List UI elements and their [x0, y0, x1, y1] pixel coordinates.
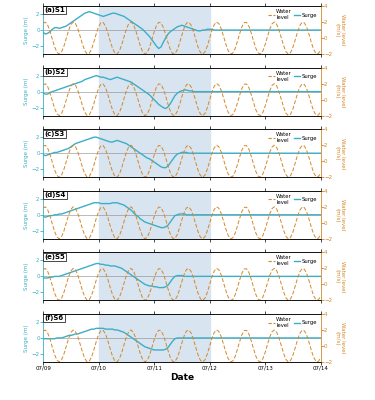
Legend: Water
level, Surge: Water level, Surge	[268, 70, 318, 82]
Text: (c)S3: (c)S3	[45, 130, 65, 137]
Legend: Water
level, Surge: Water level, Surge	[268, 132, 318, 144]
Text: (f)S6: (f)S6	[45, 315, 64, 321]
Bar	[99, 191, 210, 239]
Legend: Water
level, Surge: Water level, Surge	[268, 316, 318, 328]
Y-axis label: Water level
(m/s): Water level (m/s)	[334, 138, 345, 169]
Legend: Water
level, Surge: Water level, Surge	[268, 255, 318, 267]
Y-axis label: Water level
(m/s): Water level (m/s)	[334, 199, 345, 230]
Y-axis label: Surge (m): Surge (m)	[24, 140, 30, 167]
Y-axis label: Surge (m): Surge (m)	[24, 16, 30, 44]
Y-axis label: Water level
(m/s): Water level (m/s)	[334, 14, 345, 46]
Y-axis label: Water level
(m/s): Water level (m/s)	[334, 322, 345, 354]
Text: (b)S2: (b)S2	[45, 69, 66, 75]
Legend: Water
level, Surge: Water level, Surge	[268, 9, 318, 20]
Bar	[99, 129, 210, 177]
X-axis label: Date: Date	[170, 373, 194, 382]
Y-axis label: Surge (m): Surge (m)	[24, 201, 30, 228]
Y-axis label: Water level
(m/s): Water level (m/s)	[334, 261, 345, 292]
Y-axis label: Water level
(m/s): Water level (m/s)	[334, 76, 345, 107]
Y-axis label: Surge (m): Surge (m)	[24, 324, 30, 352]
Y-axis label: Surge (m): Surge (m)	[24, 263, 30, 290]
Bar	[99, 68, 210, 116]
Text: (e)S5: (e)S5	[45, 254, 65, 260]
Bar	[99, 314, 210, 362]
Text: (a)S1: (a)S1	[45, 8, 65, 14]
Y-axis label: Surge (m): Surge (m)	[24, 78, 30, 105]
Text: (d)S4: (d)S4	[45, 192, 66, 198]
Bar	[99, 6, 210, 54]
Bar	[99, 252, 210, 300]
Legend: Water
level, Surge: Water level, Surge	[268, 193, 318, 205]
